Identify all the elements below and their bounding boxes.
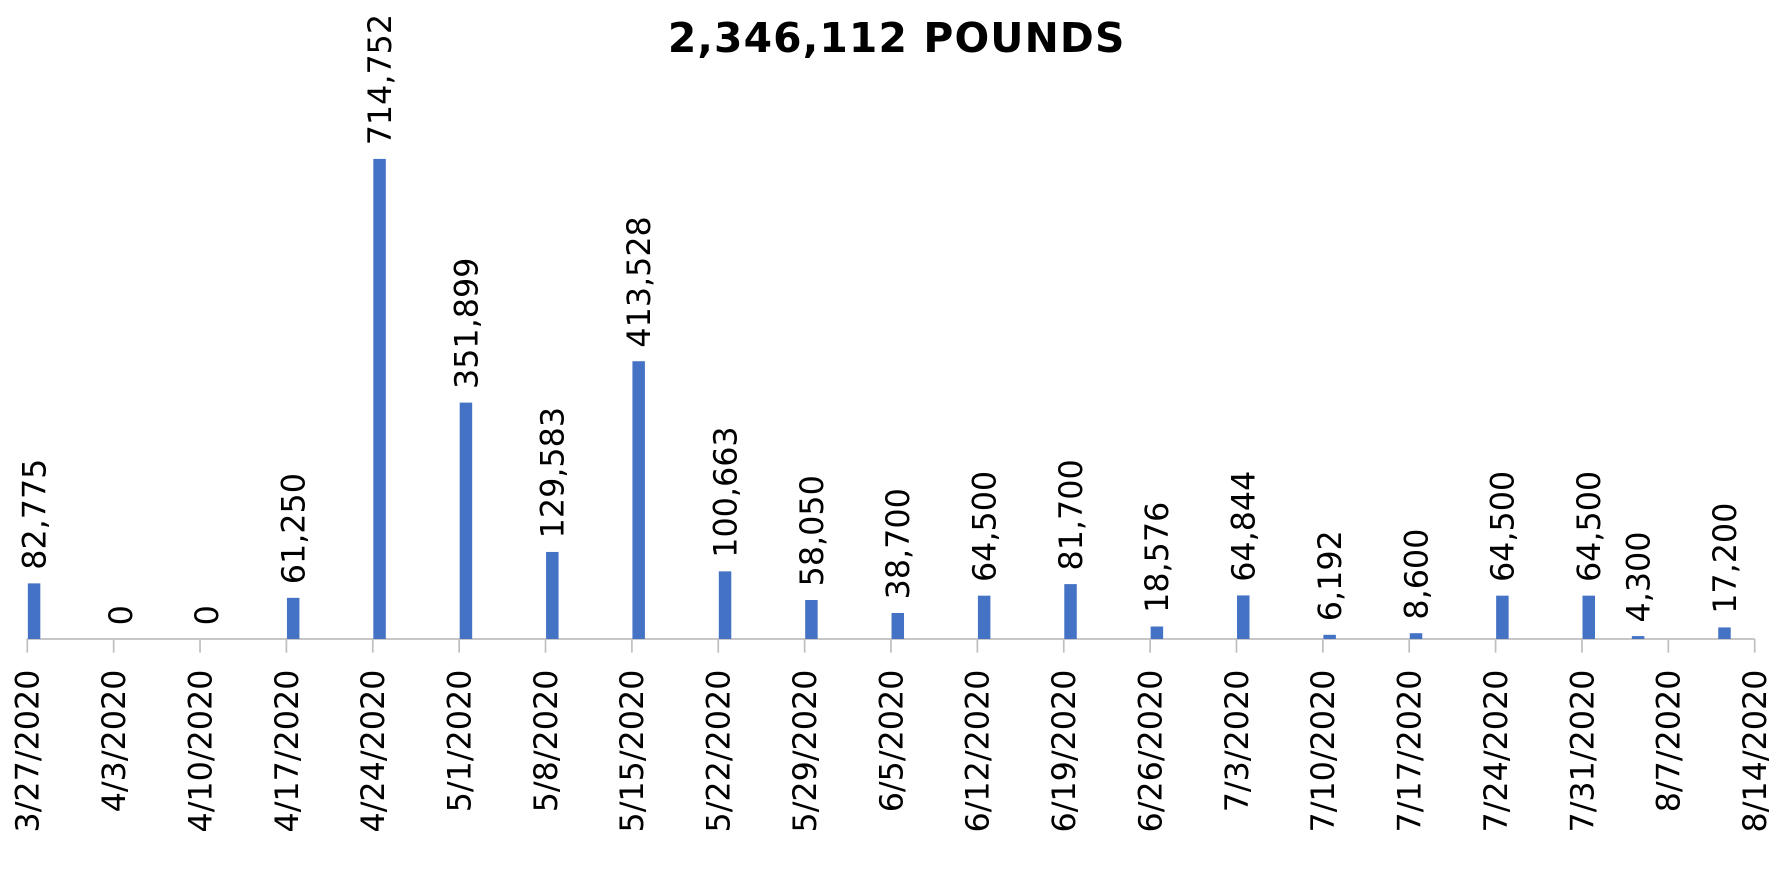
value-label: 17,200: [1708, 503, 1744, 614]
bar: [1409, 633, 1423, 639]
x-tick-label: 7/17/2020: [1393, 670, 1429, 833]
bar: [1718, 627, 1731, 639]
bar: [891, 612, 905, 639]
x-tick-label: 5/15/2020: [615, 670, 651, 833]
bar: [373, 158, 386, 639]
value-label: 64,500: [1486, 471, 1522, 582]
value-label: 81,700: [1054, 459, 1090, 570]
x-tick-label: 7/24/2020: [1479, 670, 1515, 833]
x-tick-label: 5/8/2020: [529, 670, 565, 813]
value-label: 64,500: [1572, 471, 1608, 582]
value-label: 82,775: [17, 459, 53, 570]
x-tick-label: 8/14/2020: [1738, 670, 1774, 833]
value-label: 129,583: [536, 407, 572, 538]
bar: [27, 583, 41, 639]
x-tick-label: 4/24/2020: [356, 670, 392, 833]
x-tick-label: 6/26/2020: [1133, 670, 1169, 833]
value-label: 58,050: [795, 475, 831, 586]
x-tick-label: 4/10/2020: [183, 670, 219, 833]
bar: [1323, 634, 1336, 639]
x-tick-label: 6/12/2020: [961, 670, 997, 833]
value-label: 18,576: [1140, 502, 1176, 613]
value-label: 64,844: [1227, 471, 1263, 582]
value-label: 413,528: [622, 216, 658, 347]
value-label: 0: [104, 605, 140, 625]
bar: [1496, 595, 1509, 639]
bar: [1064, 584, 1077, 639]
x-tick-label: 7/31/2020: [1565, 670, 1601, 833]
value-label: 714,752: [363, 14, 399, 145]
bar: [1582, 595, 1595, 639]
bar: [546, 551, 559, 639]
value-label: 100,663: [708, 426, 744, 557]
x-tick-label: 7/3/2020: [1220, 670, 1256, 813]
x-tick-label: 4/17/2020: [270, 670, 306, 833]
x-tick-label: 4/3/2020: [97, 670, 133, 813]
bar: [977, 595, 991, 639]
value-label: 6,192: [1313, 530, 1349, 621]
chart-title: 2,346,112 POUNDS: [668, 14, 1126, 62]
x-tick-label: 6/19/2020: [1047, 670, 1083, 833]
bar: [286, 597, 300, 639]
value-label: 0: [190, 605, 226, 625]
x-tick-label: 5/29/2020: [788, 670, 824, 833]
bar: [1237, 595, 1250, 639]
x-tick-label: 5/22/2020: [702, 670, 738, 833]
bar: [632, 361, 645, 639]
bar: [805, 599, 818, 639]
value-label: 8,600: [1399, 529, 1435, 620]
value-label: 4,300: [1621, 532, 1657, 623]
x-tick-label: 6/5/2020: [874, 670, 910, 813]
x-tick-label: 3/27/2020: [11, 670, 47, 833]
bar: [459, 402, 473, 639]
value-label: 351,899: [449, 258, 485, 389]
x-tick-label: 7/10/2020: [1306, 670, 1342, 833]
bar: [1150, 626, 1164, 639]
bar: [1631, 636, 1645, 639]
value-label: 61,250: [277, 473, 313, 584]
bar: [718, 571, 732, 639]
x-tick-label: 8/7/2020: [1652, 670, 1688, 813]
value-label: 38,700: [881, 488, 917, 599]
value-label: 64,500: [968, 471, 1004, 582]
x-tick-label: 5/1/2020: [442, 670, 478, 813]
